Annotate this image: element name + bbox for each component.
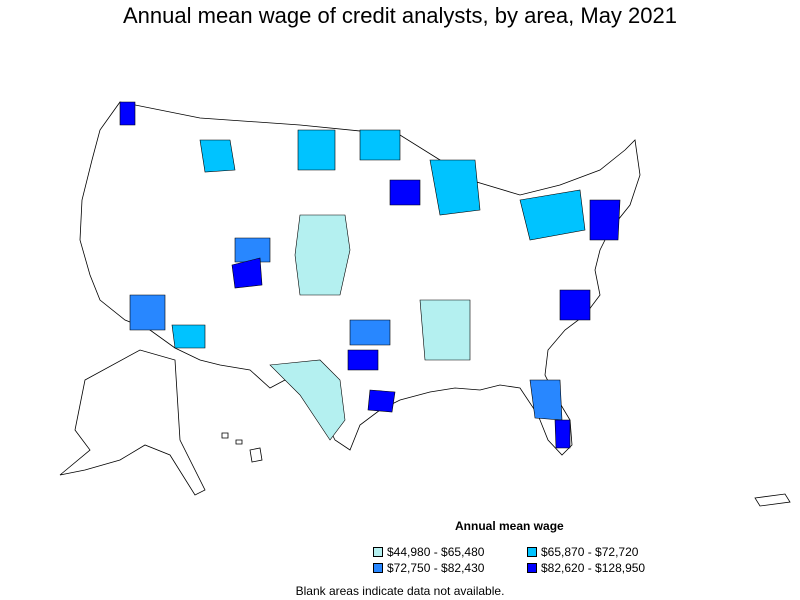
area-region xyxy=(347,349,379,371)
area-region xyxy=(559,289,591,321)
hawaii xyxy=(221,432,263,463)
area-region xyxy=(119,101,136,126)
legend-swatch xyxy=(373,547,383,557)
area-region xyxy=(297,129,336,171)
contiguous-us xyxy=(79,101,641,456)
footnote: Blank areas indicate data not available. xyxy=(295,584,505,598)
legend-swatch xyxy=(527,547,537,557)
area-region xyxy=(389,179,421,206)
alaska xyxy=(59,349,206,496)
legend-item-4: $82,620 - $128,950 xyxy=(527,561,645,575)
area-region xyxy=(359,129,401,161)
area-fills xyxy=(119,101,621,449)
area-region xyxy=(519,189,586,241)
area-region xyxy=(234,237,271,263)
legend-swatch xyxy=(373,563,383,573)
map-title: Annual mean wage of credit analysts, by … xyxy=(123,3,677,28)
area-region xyxy=(171,324,206,349)
area-region xyxy=(419,299,471,361)
legend-label: $72,750 - $82,430 xyxy=(387,561,485,575)
area-region xyxy=(231,257,263,289)
hawaii-island xyxy=(249,447,263,463)
area-region xyxy=(589,199,621,241)
alaska-outline xyxy=(59,349,206,496)
legend-label: $44,980 - $65,480 xyxy=(387,545,485,559)
area-region xyxy=(429,159,481,216)
area-region xyxy=(349,319,391,346)
legend-label: $65,870 - $72,720 xyxy=(541,545,639,559)
area-region xyxy=(129,294,166,331)
legend-label: $82,620 - $128,950 xyxy=(541,561,646,575)
area-region xyxy=(269,359,346,441)
legend-title: Annual mean wage xyxy=(455,519,564,533)
area-region xyxy=(529,379,563,421)
area-region xyxy=(294,214,351,296)
puerto-rico-outline xyxy=(754,493,791,507)
hawaii-island xyxy=(221,432,229,439)
hawaii-island xyxy=(235,439,243,445)
legend-swatch xyxy=(527,563,537,573)
legend-item-3: $72,750 - $82,430 xyxy=(373,561,484,575)
legend-item-2: $65,870 - $72,720 xyxy=(527,545,638,559)
puerto-rico xyxy=(754,493,791,507)
area-region xyxy=(199,139,236,173)
legend-item-1: $44,980 - $65,480 xyxy=(373,545,484,559)
area-region xyxy=(367,389,396,413)
us-outline xyxy=(79,101,641,456)
area-region xyxy=(554,419,571,449)
